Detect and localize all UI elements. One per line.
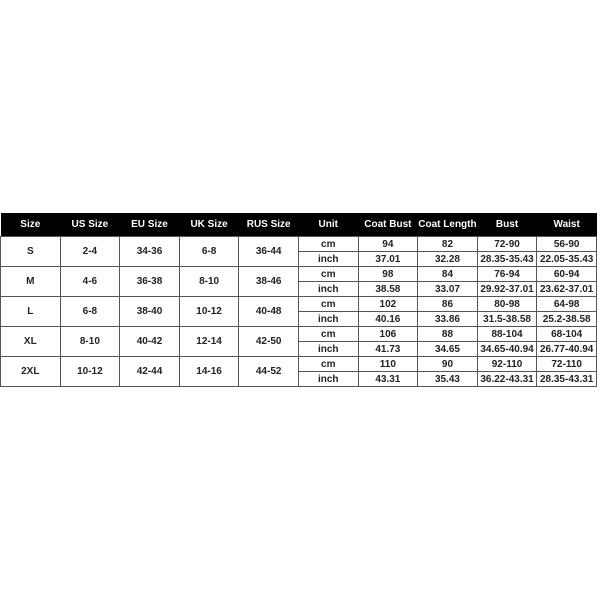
cell-eu: 42-44 [119,356,180,387]
cell-waist: 25.2-38.58 [536,311,597,327]
cell-coat-length: 88 [417,326,478,342]
cell-unit: inch [297,371,359,387]
table-row-cm: S 2-4 34-36 6-8 36-44 cm 94 82 72-90 56-90 [0,236,597,267]
cell-coat-length: 33.07 [417,281,478,297]
cell-bust: 31.5-38.58 [476,311,538,327]
cell-eu: 38-40 [119,296,180,327]
cell-rus: 40-48 [238,296,299,327]
cell-waist: 68-104 [536,326,597,342]
cell-coat-length: 82 [417,236,478,252]
cell-bust: 36.22-43.31 [476,371,538,387]
cell-bust: 80-98 [476,296,538,312]
cell-us: 10-12 [59,356,121,387]
cell-coat-length: 84 [417,266,478,282]
cell-unit: cm [297,326,359,342]
cell-waist: 64-98 [536,296,597,312]
cell-size: S [0,236,61,267]
cell-rus: 42-50 [238,326,299,357]
cell-bust: 76-94 [476,266,538,282]
cell-coat-bust: 106 [357,326,419,342]
cell-us: 6-8 [59,296,121,327]
cell-coat-bust: 37.01 [357,251,419,267]
cell-size: XL [0,326,61,357]
cell-coat-bust: 98 [357,266,419,282]
cell-waist: 72-110 [536,356,597,372]
cell-unit: cm [297,236,359,252]
cell-coat-length: 33.86 [417,311,478,327]
cell-eu: 34-36 [119,236,180,267]
cell-unit: inch [297,311,359,327]
cell-waist: 56-90 [536,236,597,252]
cell-waist: 23.62-37.01 [536,281,597,297]
cell-coat-bust: 102 [357,296,419,312]
table-row-cm: M 4-6 36-38 8-10 38-46 cm 98 84 76-94 60-94 [0,266,597,297]
cell-unit: cm [297,296,359,312]
cell-coat-bust: 43.31 [357,371,419,387]
cell-coat-length: 32.28 [417,251,478,267]
cell-us: 8-10 [59,326,121,357]
cell-us: 4-6 [59,266,121,297]
cell-bust: 72-90 [476,236,538,252]
cell-size: M [0,266,61,297]
cell-bust: 29.92-37.01 [476,281,538,297]
header-row: Size US Size EU Size UK Size RUS Size Unit Coa… [0,213,597,237]
table-row-cm: 2XL 10-12 42-44 14-16 44-52 cm 110 90 92-110 72-1… [0,356,597,387]
cell-waist: 26.77-40.94 [536,341,597,357]
table-row-inch: inch 43.31 35.43 36.22-43.31 28.35-43.31 [1,371,597,387]
column-header: Coat Length [417,213,478,237]
cell-bust: 28.35-35.43 [476,251,538,267]
cell-waist: 28.35-43.31 [536,371,597,387]
cell-bust: 92-110 [476,356,538,372]
cell-coat-length: 34.65 [417,341,478,357]
column-header: Unit [298,213,359,237]
column-header: RUS Size [238,213,299,237]
cell-coat-bust: 41.73 [357,341,419,357]
column-header: US Size [60,213,120,237]
cell-coat-length: 86 [417,296,478,312]
cell-size: L [0,296,61,327]
column-header: Bust [477,213,537,237]
cell-coat-length: 90 [417,356,478,372]
cell-unit: inch [297,281,359,297]
cell-unit: cm [297,356,359,372]
cell-bust: 34.65-40.94 [476,341,538,357]
table-row-cm: L 6-8 38-40 10-12 40-48 cm 102 86 80-98 64-98 [0,296,597,327]
cell-unit: inch [297,341,359,357]
size-chart-table: Size US Size EU Size UK Size RUS Size Unit Coa… [0,213,597,387]
cell-uk: 6-8 [178,236,240,267]
table-row-cm: XL 8-10 40-42 12-14 42-50 cm 106 88 88-104 68-104 [0,326,597,357]
cell-uk: 14-16 [178,356,240,387]
cell-coat-bust: 110 [357,356,419,372]
cell-uk: 12-14 [178,326,240,357]
cell-eu: 40-42 [119,326,180,357]
cell-unit: cm [297,266,359,282]
cell-eu: 36-38 [119,266,180,297]
table-row-inch: inch 41.73 34.65 34.65-40.94 26.77-40.94 [1,341,597,357]
column-header: Size [0,213,61,237]
column-header: EU Size [119,213,180,237]
cell-rus: 38-46 [238,266,299,297]
cell-unit: inch [297,251,359,267]
cell-waist: 22.05-35.43 [536,251,597,267]
column-header: Waist [536,213,597,237]
cell-rus: 36-44 [238,236,299,267]
cell-coat-bust: 94 [357,236,419,252]
cell-us: 2-4 [59,236,121,267]
cell-coat-bust: 38.58 [357,281,419,297]
cell-uk: 8-10 [178,266,240,297]
column-header: Coat Bust [358,213,418,237]
cell-coat-bust: 40.16 [357,311,419,327]
cell-size: 2XL [0,356,61,387]
cell-bust: 88-104 [476,326,538,342]
cell-waist: 60-94 [536,266,597,282]
column-header: UK Size [179,213,239,237]
cell-rus: 44-52 [238,356,299,387]
cell-uk: 10-12 [178,296,240,327]
table-row-inch: inch 37.01 32.28 28.35-35.43 22.05-35.43 [1,251,597,267]
cell-coat-length: 35.43 [417,371,478,387]
